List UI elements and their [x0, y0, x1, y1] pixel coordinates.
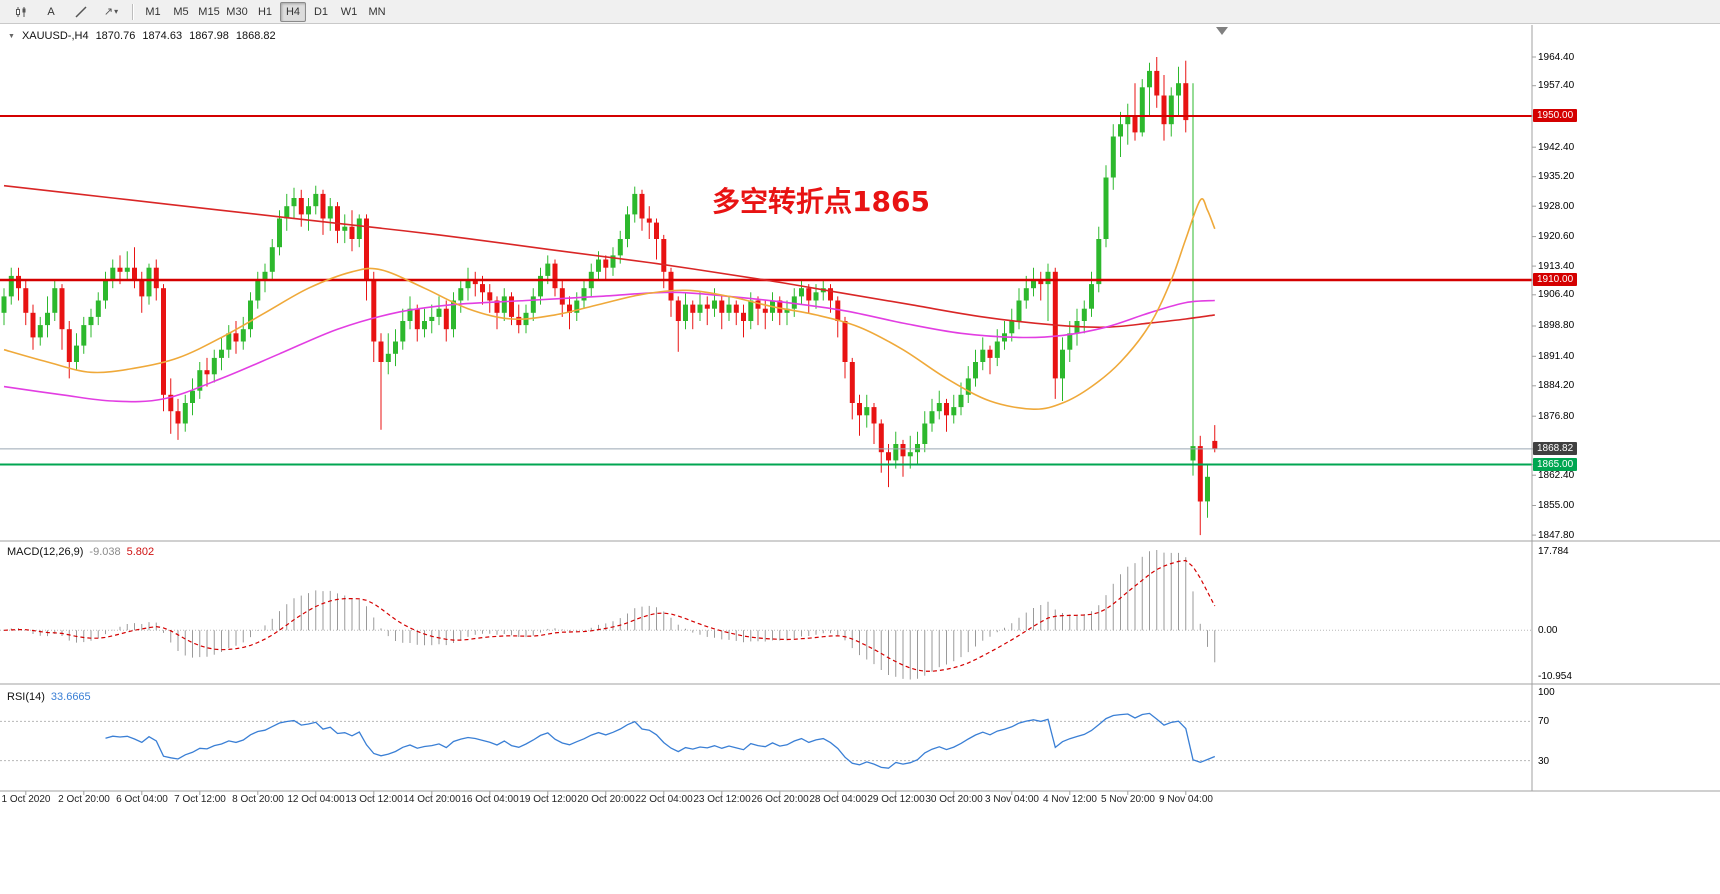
- trendline-tool-button[interactable]: [66, 2, 96, 22]
- timeframe-m5-button[interactable]: M5: [173, 5, 189, 18]
- timeframe-h4-button[interactable]: H4: [280, 1, 306, 22]
- panel-splitter-rsi[interactable]: [0, 682, 1720, 686]
- price-tag-1868.82: 1868.82: [1533, 442, 1578, 455]
- open-value: 1870.76: [95, 30, 136, 42]
- time-axis-label: 28 Oct 04:00: [809, 794, 867, 805]
- time-axis-label: 22 Oct 04:00: [635, 794, 693, 805]
- time-axis-label: 23 Oct 12:00: [693, 794, 751, 805]
- price-axis-label: 1942.40: [1538, 142, 1575, 153]
- price-tag-1950.00: 1950.00: [1533, 109, 1578, 122]
- price-axis-label: 1920.60: [1538, 231, 1575, 242]
- price-axis-label: 1906.40: [1538, 289, 1575, 300]
- price-axis-label: 1964.40: [1538, 52, 1575, 63]
- price-axis-label: 1884.20: [1538, 380, 1575, 391]
- time-axis-label: 6 Oct 04:00: [116, 794, 168, 805]
- macd-axis-label: -10.954: [1538, 671, 1572, 682]
- time-axis-label: 12 Oct 04:00: [287, 794, 345, 805]
- time-axis-label: 5 Nov 20:00: [1101, 794, 1155, 805]
- timeframe-w1-button[interactable]: W1: [340, 5, 358, 18]
- rsi-axis-label: 70: [1538, 716, 1550, 727]
- trendline-icon: [75, 5, 87, 18]
- chart-annotation-text: 多空转折点1865: [712, 185, 930, 218]
- panel-splitter-macd[interactable]: [0, 539, 1720, 543]
- candlestick-icon: [16, 6, 26, 17]
- time-axis-label: 14 Oct 20:00: [403, 794, 461, 805]
- price-axis-label: 1855.00: [1538, 500, 1575, 511]
- price-axis-label: 1847.80: [1538, 530, 1575, 541]
- toolbar-separator: [132, 3, 133, 20]
- macd-main-value: -9.038: [89, 546, 121, 558]
- collapse-triangle-icon: ▼: [8, 32, 15, 40]
- macd-signal-value: 5.802: [126, 546, 155, 558]
- time-axis-label: 9 Nov 04:00: [1159, 794, 1213, 805]
- macd-name: MACD(12,26,9): [7, 546, 84, 558]
- price-axis-label: 1913.40: [1538, 261, 1575, 272]
- caret-down-icon: ▾: [114, 7, 119, 16]
- price-axis-label: 1891.40: [1538, 351, 1575, 362]
- time-axis-label: 16 Oct 04:00: [461, 794, 519, 805]
- rsi-axis-label: 30: [1538, 756, 1550, 767]
- timeframe-h1-button[interactable]: H1: [257, 5, 273, 18]
- macd-label: MACD(12,26,9) -9.038 5.802: [7, 546, 154, 558]
- chart-type-button[interactable]: [6, 2, 36, 22]
- timeframe-mn-button[interactable]: MN: [368, 5, 386, 18]
- price-axis-label: 1935.20: [1538, 171, 1575, 182]
- time-axis-label: 7 Oct 12:00: [174, 794, 226, 805]
- price-tag-1865.00: 1865.00: [1533, 458, 1578, 471]
- price-tag-1910.00: 1910.00: [1533, 273, 1578, 286]
- time-axis[interactable]: 1 Oct 2020 2 Oct 20:00 6 Oct 04:00 7 Oct 12…: [0, 794, 1720, 812]
- time-axis-label: 8 Oct 20:00: [232, 794, 284, 805]
- macd-axis-label: 17.784: [1538, 546, 1569, 557]
- timeframe-m1-button[interactable]: M1: [145, 5, 161, 18]
- shapes-tool-button[interactable]: ↗ ▾: [96, 2, 126, 22]
- chart-title: ▼ XAUUSD-,H4 1870.76 1874.63 1867.98 186…: [8, 30, 276, 42]
- arrow-shape-icon: ↗: [103, 6, 114, 18]
- price-axis-label: 1957.40: [1538, 80, 1575, 91]
- price-axis-label: 1862.40: [1538, 470, 1575, 481]
- time-axis-label: 2 Oct 20:00: [58, 794, 110, 805]
- close-value: 1868.82: [235, 30, 276, 42]
- time-axis-label: 3 Nov 04:00: [985, 794, 1039, 805]
- timeframe-m15-button[interactable]: M15: [198, 5, 220, 18]
- timeframe-d1-button[interactable]: D1: [313, 5, 329, 18]
- toolbar: A ↗ ▾ M1 M5 M15 M30 H1 H4 D1 W1 MN: [0, 0, 1720, 24]
- time-axis-label: 20 Oct 20:00: [577, 794, 635, 805]
- rsi-name: RSI(14): [7, 691, 45, 703]
- rsi-value: 33.6665: [50, 691, 91, 703]
- time-axis-label: 29 Oct 12:00: [867, 794, 925, 805]
- text-tool-button[interactable]: A: [47, 5, 55, 18]
- price-axis-label: 1928.00: [1538, 201, 1575, 212]
- time-axis-label: 13 Oct 12:00: [345, 794, 403, 805]
- price-axis-label: 1876.80: [1538, 411, 1575, 422]
- time-axis-label: 1 Oct 2020: [1, 794, 51, 805]
- time-axis-label: 30 Oct 20:00: [925, 794, 983, 805]
- timeframe-m30-button[interactable]: M30: [226, 5, 248, 18]
- high-value: 1874.63: [142, 30, 183, 42]
- price-axis-label: 1898.80: [1538, 320, 1575, 331]
- macd-axis-label: 0.00: [1538, 625, 1558, 636]
- time-axis-label: 26 Oct 20:00: [751, 794, 809, 805]
- rsi-axis-label: 100: [1538, 687, 1555, 698]
- rsi-label: RSI(14) 33.6665: [7, 691, 91, 703]
- time-axis-label: 19 Oct 12:00: [519, 794, 577, 805]
- symbol-period-label: XAUUSD-,H4: [21, 30, 89, 42]
- time-axis-label: 4 Nov 12:00: [1043, 794, 1097, 805]
- low-value: 1867.98: [189, 30, 229, 42]
